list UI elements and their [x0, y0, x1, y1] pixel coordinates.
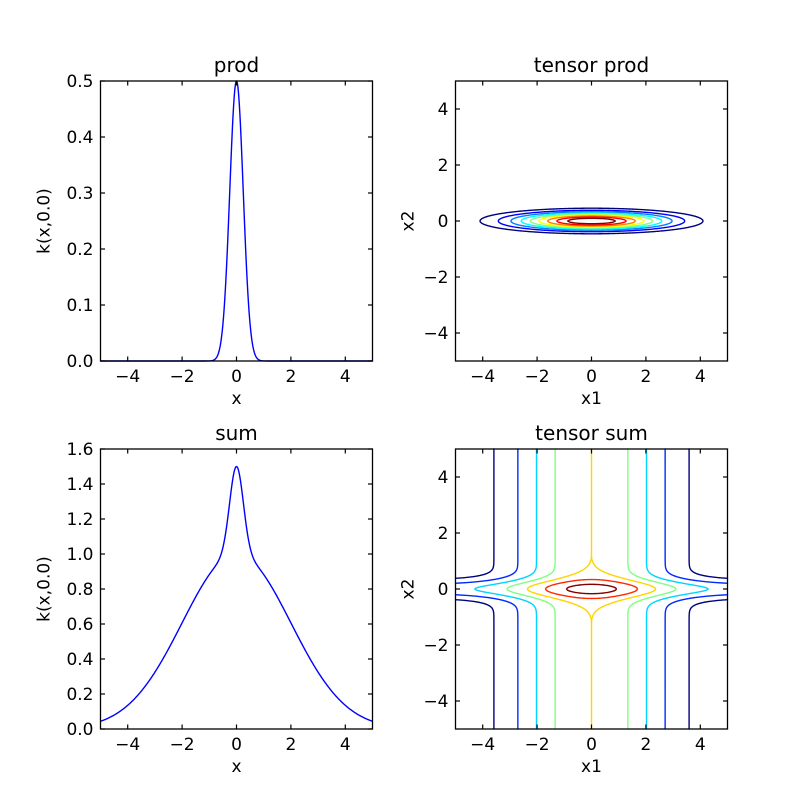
x-tick-label: −4	[115, 367, 140, 387]
y-tick-label: 2	[438, 156, 449, 176]
y-axis-label: k(x,0.0)	[35, 188, 55, 254]
contour-line-level-0.1	[497, 209, 686, 233]
y-tick-label: 0	[438, 212, 449, 232]
contour-line-level-1.4	[565, 583, 618, 595]
x-tick-label: 0	[231, 367, 242, 387]
subplot-title: sum	[215, 421, 258, 445]
contour-line-level-0.25	[529, 213, 654, 229]
sum-curve-line	[100, 465, 373, 722]
y-tick-label: 0.6	[66, 615, 93, 635]
y-tick-label: 0.2	[66, 685, 93, 705]
x-tick-label: 0	[231, 735, 242, 755]
y-tick-label: 2	[438, 524, 449, 544]
x-tick-label: −2	[525, 735, 550, 755]
x-tick-label: 2	[640, 735, 651, 755]
contour-line-level-0.05	[479, 207, 704, 235]
axes-frame	[99, 448, 374, 730]
y-tick-label: −2	[423, 268, 448, 288]
y-tick-label: 4	[438, 100, 449, 120]
x-tick-label: −2	[525, 367, 550, 387]
prod-curve-line	[100, 80, 373, 362]
y-tick-label: 1.0	[66, 545, 93, 565]
y-tick-label: 0.4	[66, 650, 93, 670]
y-tick-label: 0.3	[66, 184, 93, 204]
y-axis-label: k(x,0.0)	[35, 556, 55, 622]
y-axis-label: x2	[399, 211, 419, 232]
x-tick-label: 4	[340, 367, 351, 387]
x-axis-label: x1	[581, 389, 602, 409]
x-axis-label: x1	[581, 757, 602, 777]
contour-line-level-0.35	[546, 215, 637, 227]
x-tick-label: 2	[640, 367, 651, 387]
axes-frame	[99, 80, 374, 362]
y-tick-label: −2	[423, 636, 448, 656]
axes-frame	[454, 80, 729, 362]
contour-line-level-0.3	[538, 214, 645, 228]
contour-line-level-0.6	[474, 448, 709, 730]
contour-line-level-0.4	[556, 216, 627, 226]
y-tick-label: 0.0	[66, 720, 93, 740]
y-tick-label: 0.4	[66, 128, 93, 148]
y-tick-label: −4	[423, 324, 448, 344]
y-tick-label: 0.5	[66, 72, 93, 92]
y-tick-label: 0.1	[66, 296, 93, 316]
x-tick-label: −2	[170, 735, 195, 755]
contour-line-level-0.15	[510, 211, 673, 231]
y-axis-label: x2	[399, 579, 419, 600]
contour-line-level-0.2	[520, 212, 663, 230]
x-tick-label: −4	[470, 735, 495, 755]
x-axis-label: x	[231, 389, 241, 409]
y-tick-label: 0.2	[66, 240, 93, 260]
subplot-prod: −4 −2 0 2 4 0.0 0.1 0.2 0.3 0.4 0.5 prod x k(x,0.0)	[35, 53, 374, 409]
x-tick-label: 2	[285, 735, 296, 755]
subplot-title: tensor sum	[535, 421, 648, 445]
x-tick-label: 2	[285, 367, 296, 387]
x-tick-label: −4	[115, 735, 140, 755]
x-axis-label: x	[231, 757, 241, 777]
y-tick-label: 4	[438, 468, 449, 488]
x-tick-label: 4	[695, 367, 706, 387]
contour-line-level-1	[526, 448, 657, 730]
subplot-tensor-prod: −4 −2 0 2 4 −4 −2 0 2 4 tensor prod x1 x2	[399, 53, 729, 409]
subplot-sum: −4 −2 0 2 4 0.0 0.2 0.4 0.6 0.8 1.0 1.2 1.4 1.6 sum x k(…	[35, 421, 374, 777]
y-tick-label: 1.2	[66, 510, 93, 530]
x-tick-label: −4	[470, 367, 495, 387]
contour-line-level-0.45	[566, 217, 617, 225]
x-tick-label: 0	[586, 367, 597, 387]
x-tick-label: 4	[340, 735, 351, 755]
y-tick-label: 0.0	[66, 352, 93, 372]
x-tick-label: −2	[170, 367, 195, 387]
subplot-tensor-sum: −4 −2 0 2 4 −4 −2 0 2 4 tensor sum x1 x2	[399, 421, 729, 777]
contour-line-level-1.2	[544, 578, 639, 600]
x-tick-label: 4	[695, 735, 706, 755]
subplot-title: tensor prod	[534, 53, 649, 77]
y-tick-label: 0	[438, 580, 449, 600]
y-tick-label: 1.6	[66, 440, 93, 460]
subplot-title: prod	[214, 53, 259, 77]
y-tick-label: −4	[423, 692, 448, 712]
y-tick-label: 1.4	[66, 475, 93, 495]
y-tick-label: 0.8	[66, 580, 93, 600]
x-tick-label: 0	[586, 735, 597, 755]
contour-line-level-0.8	[506, 448, 677, 730]
